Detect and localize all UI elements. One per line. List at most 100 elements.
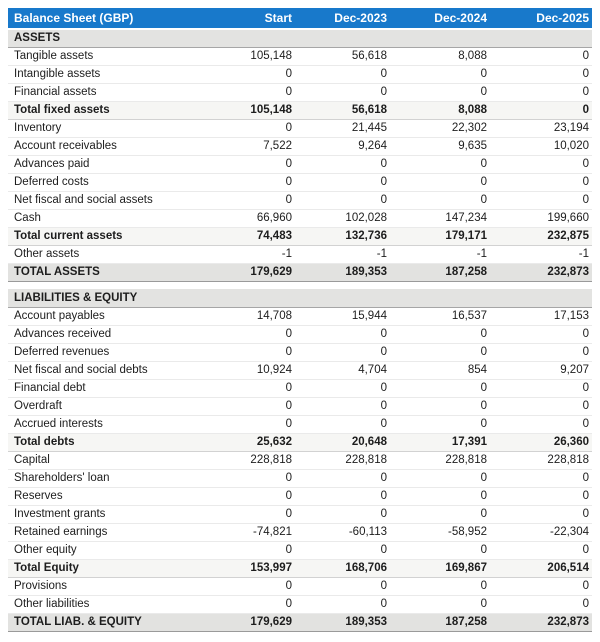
cell-value: 0 [295,155,390,174]
cell-value: 0 [295,505,390,524]
cell-value: 102,028 [295,209,390,228]
row-label: Advances received [8,325,235,344]
row-label: Advances paid [8,155,235,174]
table-row: Account receivables 7,522 9,264 9,635 10,020 [8,137,592,156]
cell-value: 17,153 [490,307,592,326]
cell-value: 199,660 [490,209,592,228]
cell-value: 0 [235,379,295,398]
cell-value: 7,522 [235,137,295,156]
row-label: Deferred revenues [8,343,235,362]
cell-value: 0 [490,505,592,524]
cell-value: -1 [490,245,592,264]
table-row: Provisions 0 0 0 0 [8,577,592,596]
cell-value: 854 [390,361,490,380]
cell-value: 0 [490,325,592,344]
cell-value: 189,353 [295,262,390,282]
row-label: Investment grants [8,505,235,524]
cell-value: 0 [390,415,490,434]
cell-value: 0 [235,119,295,138]
cell-value: 232,875 [490,226,592,246]
cell-value: 9,264 [295,137,390,156]
cell-value: -58,952 [390,523,490,542]
cell-value: 232,873 [490,612,592,632]
cell-value: 0 [390,155,490,174]
cell-value: 74,483 [235,226,295,246]
cell-value: 0 [390,343,490,362]
cell-value: 0 [295,541,390,560]
cell-value: 66,960 [235,209,295,228]
table-row: Deferred costs 0 0 0 0 [8,173,592,192]
cell-value: 0 [390,505,490,524]
cell-value [390,29,490,48]
cell-value: 169,867 [390,558,490,578]
row-label: ASSETS [8,29,235,48]
cell-value: 0 [295,487,390,506]
cell-value: 0 [490,487,592,506]
row-label: Provisions [8,577,235,596]
cell-value [490,29,592,48]
row-label: Other assets [8,245,235,264]
cell-value: -1 [390,245,490,264]
cell-value: 179,171 [390,226,490,246]
row-label: Net fiscal and social assets [8,191,235,210]
row-label: TOTAL LIAB. & EQUITY [8,612,235,632]
cell-value: 25,632 [235,432,295,452]
row-label: Deferred costs [8,173,235,192]
cell-value: 0 [390,577,490,596]
table-row: Shareholders' loan 0 0 0 0 [8,469,592,488]
cell-value: 0 [295,191,390,210]
cell-value: 0 [390,541,490,560]
cell-value [295,289,390,308]
cell-value: 0 [390,173,490,192]
cell-value: 15,944 [295,307,390,326]
cell-value: 0 [490,595,592,614]
cell-value: 0 [490,100,592,120]
cell-value: 23,194 [490,119,592,138]
cell-value: -1 [295,245,390,264]
cell-value: 0 [235,415,295,434]
cell-value: -22,304 [490,523,592,542]
cell-value: 0 [390,397,490,416]
cell-value: 9,635 [390,137,490,156]
cell-value: 10,924 [235,361,295,380]
cell-value: 0 [295,379,390,398]
row-label: Tangible assets [8,47,235,66]
cell-value: 0 [490,541,592,560]
cell-value: 0 [490,155,592,174]
cell-value: 0 [490,397,592,416]
table-row: Net fiscal and social assets 0 0 0 0 [8,191,592,210]
column-header-start: Start [235,8,295,30]
cell-value: 0 [390,469,490,488]
cell-value: 0 [235,191,295,210]
cell-value: 9,207 [490,361,592,380]
cell-value: 153,997 [235,558,295,578]
column-header-dec-2025: Dec-2025 [490,8,592,30]
row-label: Cash [8,209,235,228]
balance-sheet-body: ASSETS Tangible assets 105,148 56,618 8,088 0… [8,29,592,632]
cell-value: 0 [390,83,490,102]
row-label: TOTAL ASSETS [8,262,235,282]
cell-value [490,289,592,308]
cell-value: 228,818 [295,451,390,470]
cell-value: 14,708 [235,307,295,326]
row-label: Total debts [8,432,235,452]
cell-value: 0 [235,343,295,362]
header-row: Balance Sheet (GBP) Start Dec-2023 Dec-2… [8,8,592,30]
row-label: Capital [8,451,235,470]
cell-value: 0 [295,397,390,416]
cell-value: 0 [235,469,295,488]
row-label: Other equity [8,541,235,560]
row-label: Other liabilities [8,595,235,614]
table-row: Total fixed assets 105,148 56,618 8,088 0 [8,100,592,120]
cell-value: 20,648 [295,432,390,452]
table-row: Other equity 0 0 0 0 [8,541,592,560]
row-label: Intangible assets [8,65,235,84]
cell-value: 0 [235,487,295,506]
cell-value: 0 [295,343,390,362]
cell-value: 56,618 [295,100,390,120]
table-row: Reserves 0 0 0 0 [8,487,592,506]
table-row: Inventory 0 21,445 22,302 23,194 [8,119,592,138]
table-row: Account payables 14,708 15,944 16,537 17,153 [8,307,592,326]
cell-value: 0 [295,577,390,596]
